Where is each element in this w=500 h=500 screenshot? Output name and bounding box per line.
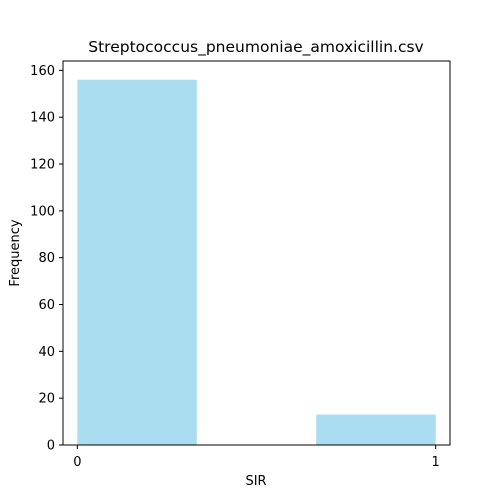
y-tick-label: 160 (30, 64, 55, 79)
chart-title: Streptococcus_pneumoniae_amoxicillin.csv (88, 38, 423, 57)
y-tick-label: 20 (38, 392, 55, 407)
y-tick-label: 80 (38, 251, 55, 266)
y-axis-ticks: 0 20 40 60 80 100 120 140 160 (30, 64, 63, 454)
x-tick-label: 0 (73, 455, 81, 470)
histogram-bar-2 (316, 414, 436, 445)
y-tick-label: 100 (30, 204, 55, 219)
y-tick-label: 120 (30, 158, 55, 173)
x-tick-label: 1 (432, 455, 440, 470)
y-tick-label: 0 (47, 439, 55, 454)
y-axis-label: Frequency (8, 219, 23, 286)
y-tick-label: 40 (38, 345, 55, 360)
y-tick-label: 60 (38, 298, 55, 313)
x-axis-label: SIR (245, 474, 266, 489)
bars-group (77, 79, 436, 446)
plot-frame (62, 60, 451, 446)
y-tick-label: 140 (30, 111, 55, 126)
histogram-bar-0 (77, 79, 197, 446)
